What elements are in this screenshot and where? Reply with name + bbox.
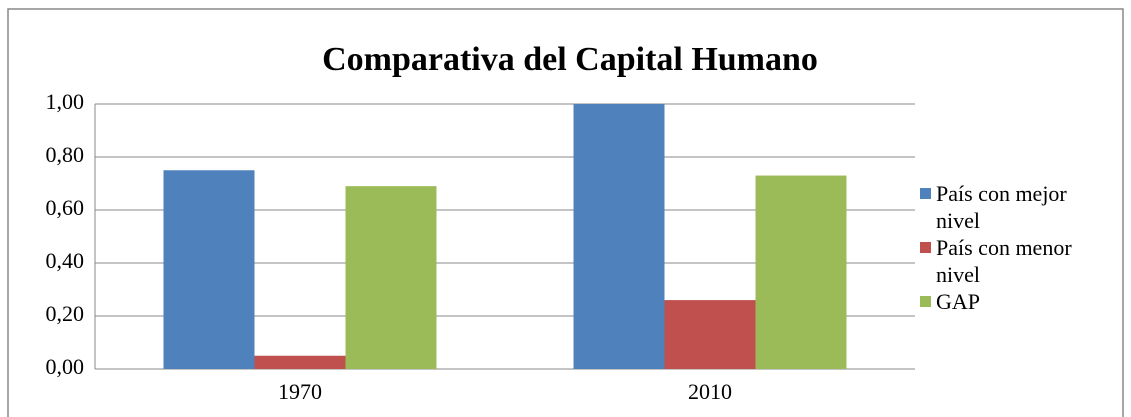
bar [345,186,437,369]
bar [163,170,255,369]
y-tick-label: 1,00 [46,89,85,114]
y-tick-label: 0,20 [46,301,85,326]
legend-item: GAP [920,288,1100,315]
x-tick-label: 1970 [278,379,322,404]
legend-swatch [920,296,931,307]
y-tick-label: 0,80 [46,142,85,167]
legend: País con mejor nivel País con menor nivel… [920,180,1100,315]
bar [573,104,665,369]
legend-swatch [920,242,931,253]
legend-label: GAP [936,289,981,314]
y-tick-label: 0,60 [46,195,85,220]
chart-title: Comparativa del Capital Humano [322,41,818,78]
legend-label: País con mejor nivel [936,181,1067,233]
legend-swatch [920,188,931,199]
legend-label: País con menor nivel [936,235,1072,287]
bar [254,355,346,369]
bar [664,300,756,369]
x-tick-label: 2010 [688,379,732,404]
y-tick-label: 0,40 [46,248,85,273]
bar [755,175,847,369]
legend-item: País con mejor nivel [920,180,1100,234]
y-tick-label: 0,00 [46,354,85,379]
legend-item: País con menor nivel [920,234,1100,288]
